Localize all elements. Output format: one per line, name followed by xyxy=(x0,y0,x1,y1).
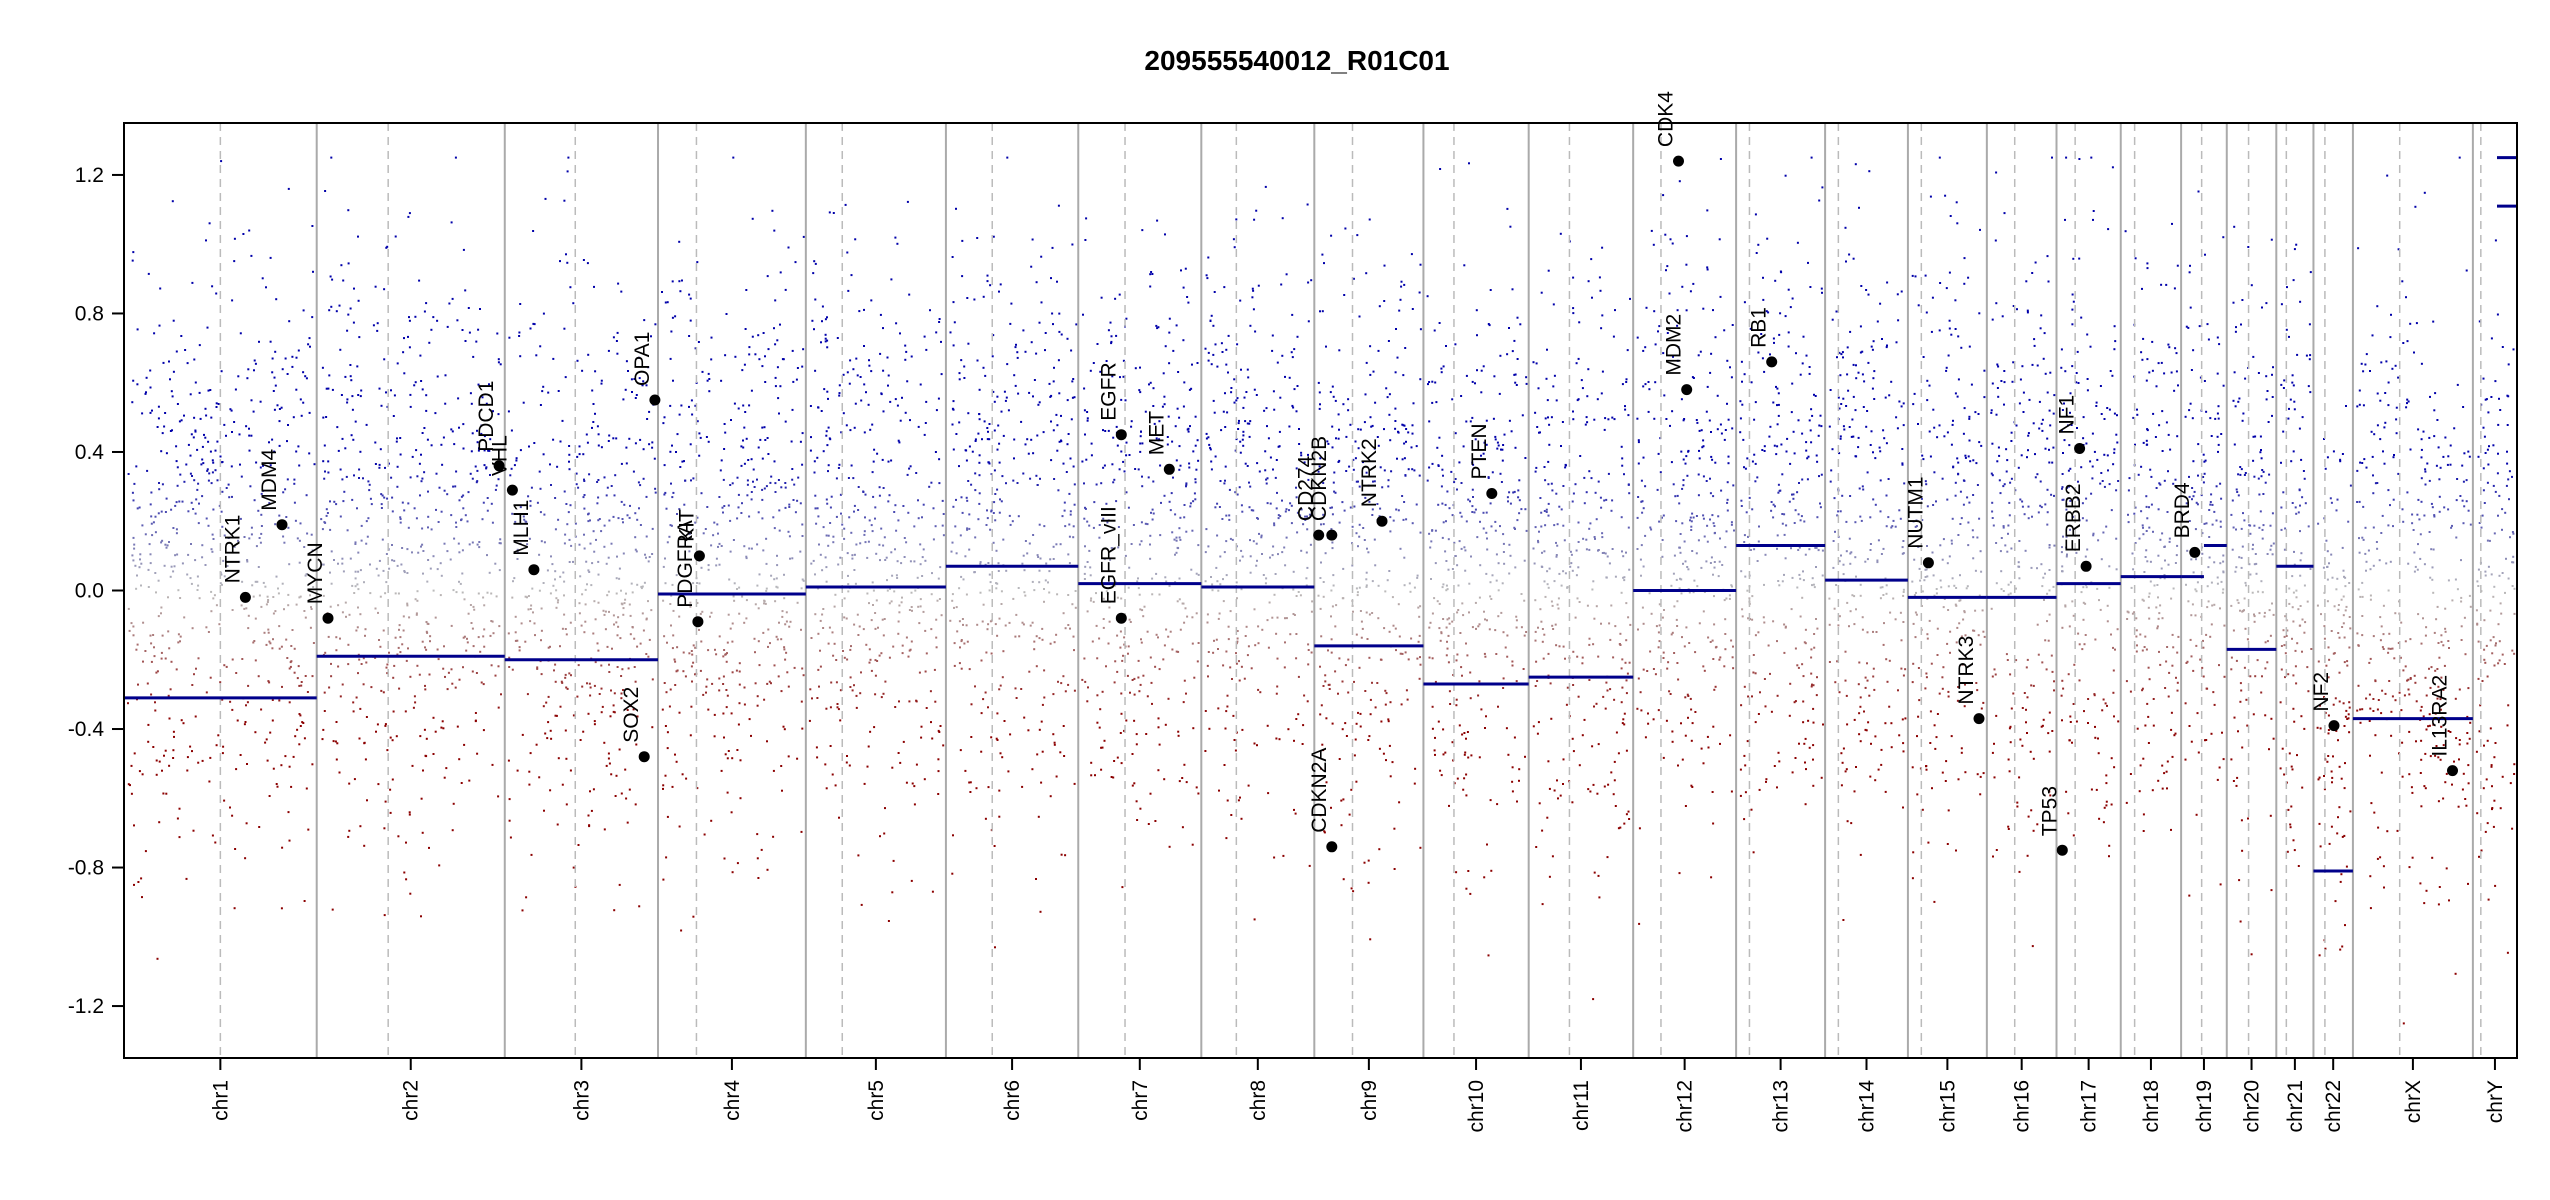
chr-label-chr8: chr8 xyxy=(1247,1080,1270,1121)
gene-marker-cdkn2b xyxy=(1326,529,1338,541)
gene-marker-mdm4 xyxy=(276,519,288,531)
gene-annotations: NTRK1MDM4MYCNVHLPDCD1MLH1SOX2OPA1KITPDGF… xyxy=(221,91,2458,856)
gene-label-il13ra2: IL13RA2 xyxy=(2429,675,2452,757)
chr-label-chr19: chr19 xyxy=(2193,1080,2216,1133)
chr-label-chr3: chr3 xyxy=(570,1080,593,1121)
y-tick-label: -0.8 xyxy=(68,857,104,880)
gene-label-egfr_viii: EGFR_vIII xyxy=(1097,506,1120,604)
gene-label-brd4: BRD4 xyxy=(2171,482,2194,538)
gene-marker-cdk4 xyxy=(1673,155,1684,167)
gene-label-pten: PTEN xyxy=(1468,423,1491,479)
gene-label-mlh1: MLH1 xyxy=(510,500,533,556)
gene-label-opa1: OPA1 xyxy=(631,332,654,386)
gene-marker-tp53 xyxy=(2056,844,2068,856)
chr-label-chr16: chr16 xyxy=(2011,1080,2034,1133)
gene-label-rb1: RB1 xyxy=(1748,307,1771,348)
gene-marker-pten xyxy=(1486,488,1498,499)
chr-label-chr7: chr7 xyxy=(1129,1080,1152,1121)
y-tick-label: 0.8 xyxy=(75,302,104,325)
gene-label-kit: KIT xyxy=(675,509,698,542)
chart-title: 209555540012_R01C01 xyxy=(1144,45,1449,76)
chr-label-chr21: chr21 xyxy=(2284,1080,2307,1133)
chr-label-chr4: chr4 xyxy=(721,1080,744,1121)
chr-label-chrY: chrY xyxy=(2484,1080,2507,1123)
gene-marker-ntrk2 xyxy=(1376,515,1388,527)
chr-label-chr2: chr2 xyxy=(400,1080,423,1121)
gene-marker-vhl xyxy=(506,484,518,496)
chr-label-chr11: chr11 xyxy=(1570,1080,1593,1131)
gene-marker-opa1 xyxy=(649,394,661,406)
gene-label-nutm1: NUTM1 xyxy=(1904,476,1927,548)
chr-label-chr10: chr10 xyxy=(1465,1080,1488,1133)
chr-label-chr9: chr9 xyxy=(1358,1080,1381,1121)
plot-frame xyxy=(123,122,2518,1059)
chr-label-chr14: chr14 xyxy=(1856,1080,1879,1133)
y-tick-label: 1.2 xyxy=(75,164,104,187)
gene-label-nf1: NF1 xyxy=(2056,395,2079,435)
y-tick-label: 0.4 xyxy=(75,441,105,464)
gene-marker-nf1 xyxy=(2074,443,2086,454)
gene-marker-mycn xyxy=(322,612,334,624)
gene-label-cdk4: CDK4 xyxy=(1655,91,1678,147)
gene-label-ntrk3: NTRK3 xyxy=(1955,636,1978,705)
gene-label-cdkn2b: CDKN2B xyxy=(1308,436,1331,521)
gene-label-ntrk2: NTRK2 xyxy=(1358,438,1381,507)
y-tick-label: -0.4 xyxy=(68,718,105,741)
gene-label-mdm4: MDM4 xyxy=(258,449,281,511)
gene-marker-rb1 xyxy=(1766,356,1778,368)
gene-label-erbb2: ERBB2 xyxy=(2062,483,2085,552)
chr-label-chr13: chr13 xyxy=(1770,1080,1793,1133)
gene-marker-sox2 xyxy=(638,751,650,763)
gene-label-tp53: TP53 xyxy=(2038,786,2061,836)
gene-label-mdm2: MDM2 xyxy=(1663,314,1686,376)
probe-points xyxy=(127,156,2516,1025)
gene-label-sox2: SOX2 xyxy=(620,687,643,743)
y-tick-label: -1.2 xyxy=(68,995,104,1018)
segment-lines xyxy=(124,156,2517,873)
chr-label-chr1: chr1 xyxy=(209,1080,232,1121)
gene-label-mycn: MYCN xyxy=(304,542,327,604)
chr-label-chr18: chr18 xyxy=(2140,1080,2163,1133)
gene-marker-nf2 xyxy=(2328,720,2340,732)
x-axis: chr1 chr2 chr3 chr4 chr5 chr6 chr7 chr8 chr9 chr1… xyxy=(209,1058,2507,1133)
gene-label-nf2: NF2 xyxy=(2310,672,2333,712)
gene-label-ntrk1: NTRK1 xyxy=(221,515,244,584)
gene-marker-pdcd1 xyxy=(493,460,505,472)
chr-label-chr17: chr17 xyxy=(2078,1080,2101,1133)
chr-label-chrX: chrX xyxy=(2402,1080,2425,1123)
gene-marker-met xyxy=(1163,463,1175,475)
y-tick-label: 0.0 xyxy=(75,580,104,603)
gene-marker-nutm1 xyxy=(1922,557,1934,569)
chr-label-chr12: chr12 xyxy=(1674,1080,1697,1133)
gene-marker-pdgfra xyxy=(692,616,704,628)
gene-marker-erbb2 xyxy=(2080,560,2092,572)
gene-marker-brd4 xyxy=(2189,546,2201,558)
chr-label-chr15: chr15 xyxy=(1936,1080,1959,1133)
chromosome-separators xyxy=(219,123,2482,1058)
gene-marker-cd274 xyxy=(1313,529,1325,541)
gene-marker-ntrk1 xyxy=(239,591,251,603)
gene-marker-mlh1 xyxy=(528,564,540,576)
chr-label-chr22: chr22 xyxy=(2322,1080,2345,1133)
gene-marker-cdkn2a xyxy=(1326,841,1338,853)
gene-marker-egfr xyxy=(1115,429,1127,441)
gene-marker-il13ra2 xyxy=(2447,765,2458,777)
gene-label-pdgfra: PDGFRA xyxy=(674,520,697,608)
gene-marker-egfr_viii xyxy=(1115,612,1127,624)
chr-label-chr5: chr5 xyxy=(865,1080,888,1121)
gene-label-pdcd1: PDCD1 xyxy=(475,381,498,452)
chr-label-chr20: chr20 xyxy=(2241,1080,2264,1133)
gene-marker-mdm2 xyxy=(1681,384,1693,396)
gene-label-egfr: EGFR xyxy=(1097,362,1120,420)
gene-label-met: MET xyxy=(1145,411,1168,456)
gene-marker-ntrk3 xyxy=(1973,713,1985,725)
chr-label-chr6: chr6 xyxy=(1001,1080,1024,1121)
gene-label-cdkn2a: CDKN2A xyxy=(1308,748,1331,833)
gene-marker-kit xyxy=(693,550,705,562)
y-axis: 1.2 0.8 0.4 0.0 -0.4 -0.8 -1.2 xyxy=(68,164,124,1018)
gene-label-cd274: CD274 xyxy=(1295,455,1318,521)
